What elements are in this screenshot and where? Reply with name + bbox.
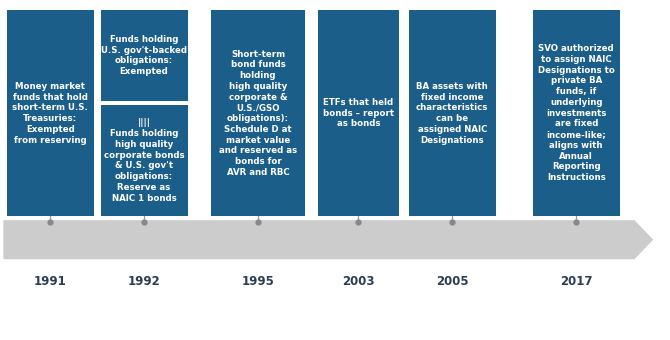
FancyBboxPatch shape: [7, 10, 94, 216]
Text: 1995: 1995: [241, 275, 275, 288]
Text: 2005: 2005: [436, 275, 468, 288]
FancyBboxPatch shape: [100, 105, 188, 216]
Text: 2017: 2017: [560, 275, 592, 288]
FancyBboxPatch shape: [409, 10, 496, 216]
Text: Money market
funds that hold
short-term U.S.
Treasuries:
Exempted
from reserving: Money market funds that hold short-term …: [12, 82, 88, 144]
Text: 1992: 1992: [128, 275, 160, 288]
Polygon shape: [3, 220, 653, 259]
FancyBboxPatch shape: [318, 10, 399, 216]
Text: BA assets with
fixed income
characteristics
can be
assigned NAIC
Designations: BA assets with fixed income characterist…: [416, 82, 488, 144]
Text: SVO authorized
to assign NAIC
Designations to
private BA
funds, if
underlying
in: SVO authorized to assign NAIC Designatio…: [538, 44, 614, 182]
FancyBboxPatch shape: [100, 10, 188, 101]
FancyBboxPatch shape: [533, 10, 620, 216]
Text: ETFs that held
bonds – report
as bonds: ETFs that held bonds – report as bonds: [323, 98, 394, 129]
Text: Funds holding
U.S. gov't-backed
obligations:
Exempted: Funds holding U.S. gov't-backed obligati…: [101, 35, 187, 76]
FancyBboxPatch shape: [211, 10, 305, 216]
Text: ||||
Funds holding
high quality
corporate bonds
& U.S. gov't
obligations:
Reserv: |||| Funds holding high quality corporat…: [104, 118, 184, 203]
Text: 2003: 2003: [342, 275, 375, 288]
Text: Short-term
bond funds
holding
high quality
corporate &
U.S./GSO
obligations):
Sc: Short-term bond funds holding high quali…: [219, 50, 297, 177]
Text: 1991: 1991: [34, 275, 66, 288]
